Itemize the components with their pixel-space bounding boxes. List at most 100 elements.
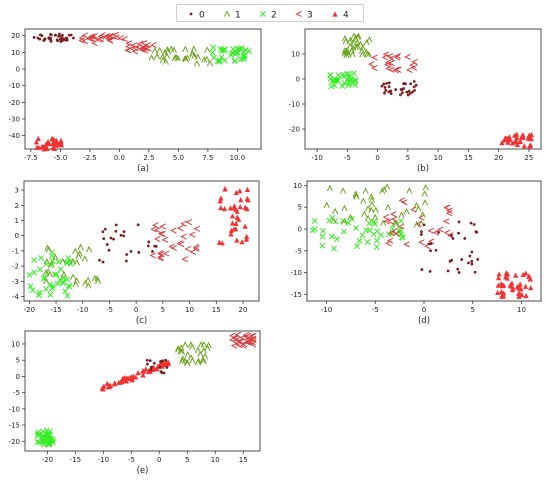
point-class-0 xyxy=(146,359,149,362)
point-class-0 xyxy=(437,231,440,234)
point-class-0 xyxy=(33,36,36,39)
point-class-0 xyxy=(413,80,416,83)
point-class-1 xyxy=(85,278,90,283)
panel-d: -10 -5 0 5 101050-5-10-15(d) xyxy=(291,181,541,326)
point-class-4 xyxy=(513,273,518,278)
point-class-0 xyxy=(456,268,459,271)
x-tick-label: -10 xyxy=(311,154,322,162)
point-class-0 xyxy=(147,244,150,247)
point-class-3 xyxy=(161,224,166,229)
point-class-3 xyxy=(384,214,389,219)
point-class-2 xyxy=(210,50,215,55)
point-class-0 xyxy=(401,91,404,94)
point-class-0 xyxy=(146,363,149,366)
x-tick-label: -5.0 xyxy=(54,154,68,162)
point-class-1 xyxy=(183,342,188,347)
point-class-2 xyxy=(38,267,43,272)
point-class-1 xyxy=(367,37,372,42)
point-class-1 xyxy=(205,47,210,52)
point-class-3 xyxy=(183,257,188,262)
point-class-0 xyxy=(409,82,412,85)
point-class-3 xyxy=(392,217,397,222)
point-class-0 xyxy=(57,35,60,38)
point-class-0 xyxy=(384,89,387,92)
x-tick-label: -10 xyxy=(321,306,332,314)
points xyxy=(33,32,252,151)
point-class-0 xyxy=(166,366,169,369)
point-class-3 xyxy=(404,242,409,247)
x-tick-label: 15 xyxy=(239,456,248,464)
point-class-3 xyxy=(186,246,191,251)
point-class-0 xyxy=(468,255,471,258)
point-class-1 xyxy=(185,352,190,357)
point-class-1 xyxy=(399,212,404,217)
x-tick-label: 10 xyxy=(185,306,194,314)
point-class-0 xyxy=(65,37,68,40)
y-tick-label: -4 xyxy=(12,293,20,301)
point-class-0 xyxy=(435,249,438,252)
y-tick-label: -1 xyxy=(12,247,19,255)
point-class-4 xyxy=(238,197,243,202)
point-class-0 xyxy=(429,270,432,273)
point-class-1 xyxy=(190,358,195,363)
point-class-0 xyxy=(109,237,112,240)
y-tick-label: -15 xyxy=(9,422,20,430)
point-class-0 xyxy=(420,230,423,233)
point-class-1 xyxy=(87,247,92,252)
points xyxy=(328,33,535,148)
x-tick-label: 0 xyxy=(422,306,426,314)
point-class-1 xyxy=(364,40,369,45)
point-class-0 xyxy=(44,38,47,41)
point-class-0 xyxy=(61,34,64,37)
point-class-2 xyxy=(39,255,44,260)
point-class-4 xyxy=(230,213,235,218)
point-class-0 xyxy=(399,93,402,96)
x-tick-label: 5 xyxy=(185,456,189,464)
point-class-1 xyxy=(422,191,427,196)
point-class-2 xyxy=(312,218,317,223)
x-tick-label: 20 xyxy=(239,306,248,314)
point-class-3 xyxy=(187,220,192,225)
x-tick-label: 15 xyxy=(212,306,221,314)
legend-label-2: 2 xyxy=(271,11,277,21)
point-class-4 xyxy=(239,239,244,244)
plot-frame xyxy=(25,331,260,451)
point-class-1 xyxy=(354,194,359,199)
point-class-0 xyxy=(450,234,453,237)
panel-e: -20 -15 -10 -5 0 5 10 151050-5-10-15-20(e) xyxy=(9,331,260,476)
point-class-4 xyxy=(143,366,148,371)
point-class-2 xyxy=(320,243,325,248)
point-class-3 xyxy=(445,205,450,210)
x-tick-label: 10 xyxy=(211,456,220,464)
y-tick-label: 10 xyxy=(11,49,20,57)
point-class-3 xyxy=(444,219,449,224)
point-class-1 xyxy=(404,209,409,214)
x-tick-label: -15 xyxy=(50,306,61,314)
point-class-0 xyxy=(449,260,452,263)
point-class-3 xyxy=(133,49,138,54)
point-class-1 xyxy=(73,249,78,254)
legend-label-1: 1 xyxy=(235,11,241,21)
point-class-0 xyxy=(381,85,384,88)
point-class-2 xyxy=(374,244,379,249)
point-class-0 xyxy=(458,271,461,274)
point-class-0 xyxy=(383,92,386,95)
point-class-0 xyxy=(428,243,431,246)
point-class-3 xyxy=(190,232,195,237)
point-class-1 xyxy=(46,247,51,252)
legend-label-0: 0 xyxy=(199,11,205,21)
point-class-4 xyxy=(528,285,533,290)
panel-c: -20 -15 -10 -5 0 5 10 15 203210-1-2-3-4(c) xyxy=(12,181,259,326)
point-class-0 xyxy=(476,258,479,261)
x-tick-label: 0 xyxy=(134,306,138,314)
y-tick-label: -5 xyxy=(295,247,302,255)
plot-frame xyxy=(305,29,541,149)
x-tick-label: -5 xyxy=(106,306,113,314)
plot-frame xyxy=(24,181,259,301)
point-class-2 xyxy=(341,229,346,234)
point-class-0 xyxy=(125,260,128,263)
point-class-3 xyxy=(402,200,407,205)
point-class-1 xyxy=(363,188,368,193)
point-class-3 xyxy=(114,32,119,37)
